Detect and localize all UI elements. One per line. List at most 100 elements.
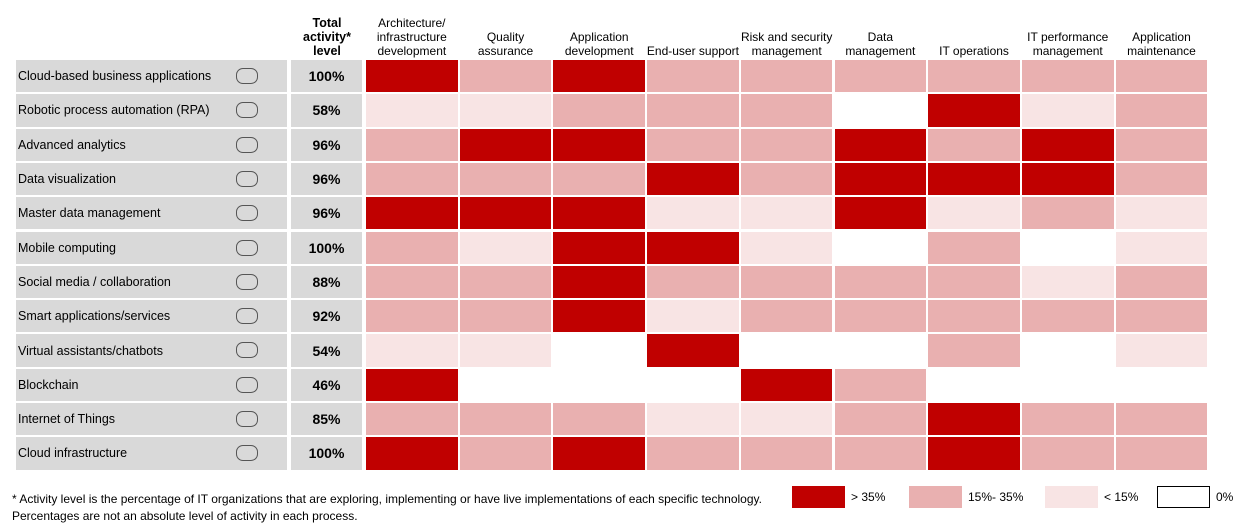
heat-cell [459,437,552,470]
heat-cell [1115,128,1208,161]
heat-cell [459,368,552,401]
legend-swatch [909,486,962,508]
heat-cell [647,334,739,367]
heat-cell [647,231,739,264]
heat-cell [740,265,833,299]
heat-cell [1021,368,1114,401]
heat-cell [740,334,833,367]
row-icon [236,170,258,187]
legend-label: > 35% [851,490,886,504]
heat-cell [366,197,458,230]
heat-cell [553,403,646,436]
heat-cell [928,300,1020,333]
column-header: Application maintenance [1127,30,1196,58]
total-value: 96% [291,162,362,196]
heat-cell [834,60,927,93]
heat-cell [647,368,739,401]
legend-label: 0% [1216,490,1234,504]
heat-cell [740,60,833,93]
heat-cell [1115,94,1208,127]
heat-cell [647,162,739,196]
heat-cell [647,265,739,299]
total-header: Total activity* level [303,16,351,58]
heat-cell [1115,437,1208,470]
heat-cell [834,403,927,436]
row-icon [236,308,258,325]
heat-cell [928,403,1020,436]
heat-cell [928,334,1020,367]
legend-swatch [792,486,845,508]
row-label: Blockchain [16,368,287,401]
heat-cell [553,437,646,470]
row-label: Virtual assistants/chatbots [16,334,287,367]
column-header: Quality assurance [477,30,534,58]
heat-cell [1115,162,1208,196]
heat-cell [834,197,927,230]
heat-cell [1021,60,1114,93]
heat-cell [928,368,1020,401]
heat-cell [1021,128,1114,161]
heat-cell [553,231,646,264]
total-value: 92% [291,300,362,333]
row-label: Advanced analytics [16,128,287,161]
total-value: 54% [291,334,362,367]
heat-cell [1021,231,1114,264]
row-label: Social media / collaboration [16,265,287,299]
row-label: Mobile computing [16,231,287,264]
heat-cell [647,403,739,436]
heat-cell [834,265,927,299]
total-value: 96% [291,128,362,161]
heat-cell [459,300,552,333]
row-icon [236,68,258,84]
heat-cell [366,231,458,264]
heat-cell [366,94,458,127]
column-header: IT performance management [1027,30,1109,58]
heat-cell [647,300,739,333]
row-label: Robotic process automation (RPA) [16,94,287,127]
total-value: 100% [291,437,362,470]
heat-cell [834,437,927,470]
column-header: End-user support [646,44,739,58]
column-header: Architecture/ infrastructure development [376,16,447,58]
heat-cell [553,197,646,230]
column-header: IT operations [939,44,1009,58]
row-icon [236,205,258,222]
heat-cell [366,437,458,470]
heat-cell [834,300,927,333]
heat-cell [1115,60,1208,93]
heat-cell [366,334,458,367]
heat-cell [459,197,552,230]
heat-cell [740,197,833,230]
heat-cell [834,231,927,264]
row-icon [236,411,258,427]
heat-cell [740,128,833,161]
heat-cell [1021,265,1114,299]
heat-cell [553,265,646,299]
heat-cell [740,94,833,127]
heat-cell [928,197,1020,230]
heat-cell [553,60,646,93]
heat-cell [928,60,1020,93]
total-value: 58% [291,94,362,127]
heat-cell [928,94,1020,127]
legend-label: 15%- 35% [968,490,1024,504]
row-icon [236,445,258,462]
heat-cell [553,300,646,333]
row-label: Cloud infrastructure [16,437,287,470]
total-value: 85% [291,403,362,436]
total-value: 46% [291,368,362,401]
row-icon [236,239,258,256]
row-label: Master data management [16,197,287,230]
heat-cell [834,128,927,161]
heat-cell [366,162,458,196]
heat-cell [1115,197,1208,230]
heat-cell [459,334,552,367]
heat-cell [740,231,833,264]
heat-cell [834,162,927,196]
total-value: 100% [291,60,362,93]
heat-cell [740,403,833,436]
footnote: * Activity level is the percentage of IT… [12,492,762,523]
heat-cell [459,265,552,299]
heat-cell [1115,334,1208,367]
